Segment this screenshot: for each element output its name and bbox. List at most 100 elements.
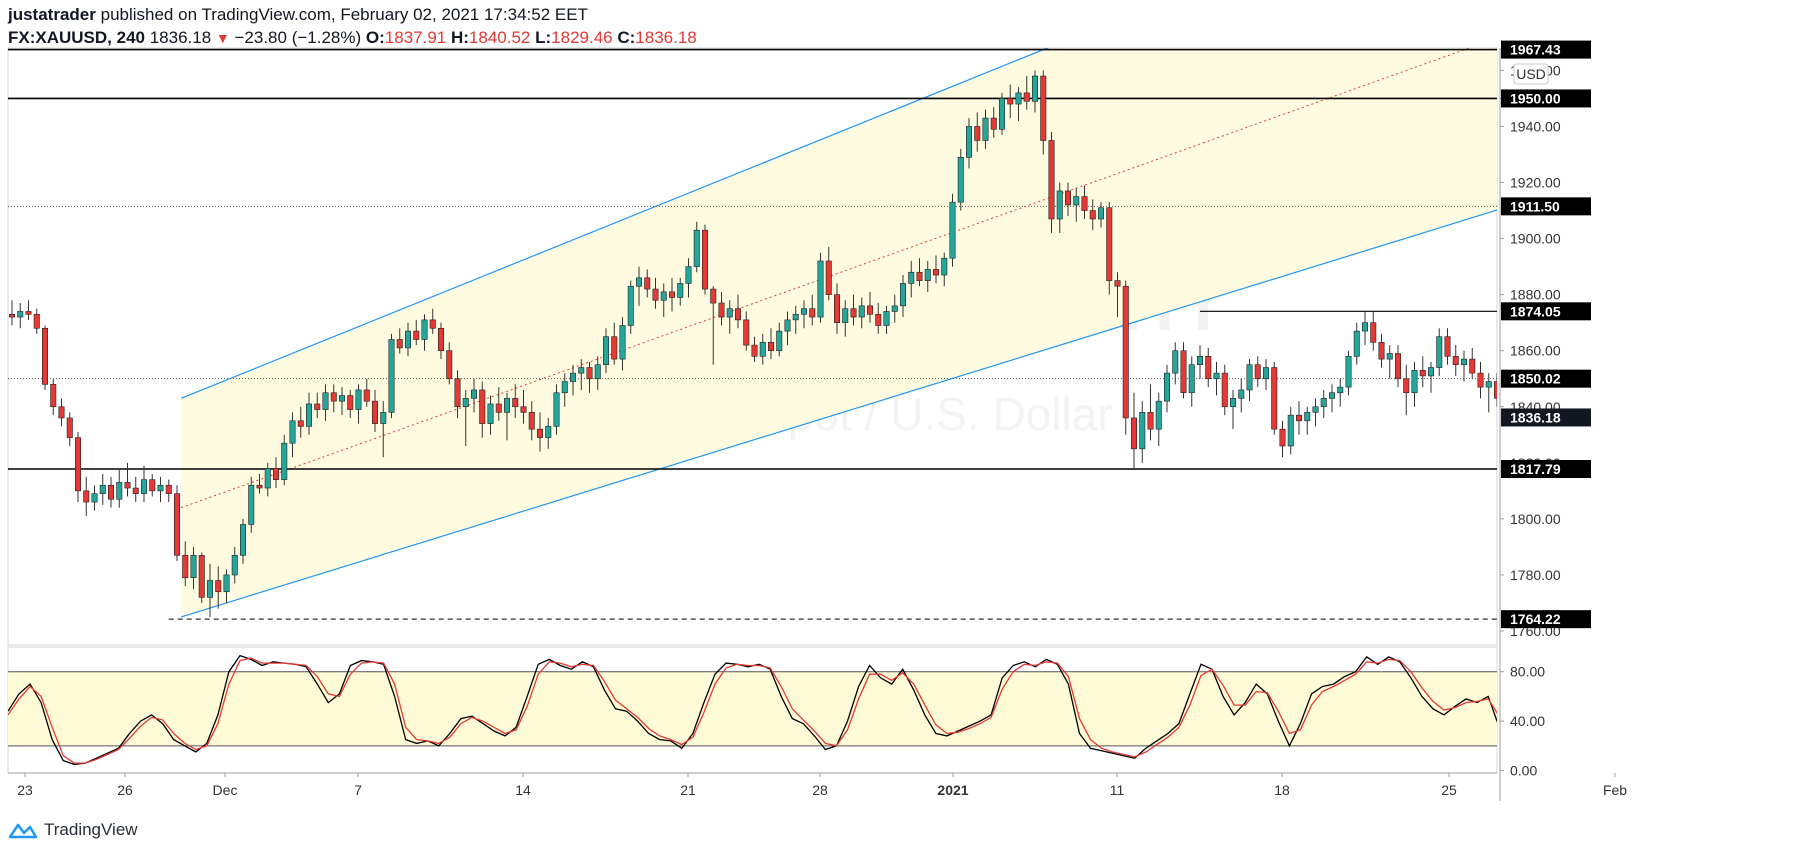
candle-body	[1618, 396, 1623, 418]
x-tick-label: 26	[117, 782, 133, 798]
candle-body	[297, 420, 304, 427]
candle	[429, 308, 436, 334]
candle-body	[545, 426, 552, 438]
candle-body	[767, 341, 774, 352]
candle	[347, 389, 354, 418]
footer-brand[interactable]: TradingView	[8, 820, 138, 840]
candle-body	[1428, 367, 1435, 377]
candle-body	[792, 313, 799, 321]
price-tag-bg	[1501, 302, 1591, 321]
candle-body	[1263, 367, 1270, 380]
candle-body	[116, 482, 123, 500]
candle	[223, 569, 230, 603]
candle-body	[1370, 322, 1377, 343]
price-tag-bg	[1501, 408, 1591, 427]
candle	[1106, 202, 1113, 295]
candle	[883, 305, 890, 334]
candle-body	[850, 308, 857, 318]
author-name[interactable]: justatrader	[8, 5, 96, 24]
candle	[1089, 199, 1096, 231]
candle	[149, 474, 156, 497]
candle-body	[1419, 370, 1426, 377]
candle-body	[677, 283, 684, 298]
candle	[800, 300, 807, 329]
price-tag: 1874.05	[1501, 302, 1591, 321]
candle	[1610, 345, 1615, 407]
candle-body	[1032, 75, 1039, 102]
x-tick-label: Feb	[1603, 782, 1627, 798]
candle-body	[495, 403, 502, 413]
candle-body	[355, 389, 362, 410]
candle	[1023, 76, 1030, 110]
candle-body	[446, 350, 453, 380]
oscillator-band	[8, 671, 1497, 746]
candle-body	[784, 319, 791, 332]
candle	[1172, 342, 1179, 385]
price-tag-label: 1911.50	[1510, 198, 1560, 214]
candle-body	[1114, 280, 1121, 287]
candle	[256, 474, 263, 494]
candle-body	[759, 341, 766, 357]
candle	[842, 300, 849, 337]
candle	[990, 106, 997, 138]
candle-body	[157, 484, 164, 492]
candle-body	[1345, 356, 1352, 388]
price-tag: 1967.43	[1501, 40, 1591, 59]
candle-body	[198, 555, 205, 598]
candle-body	[503, 398, 510, 413]
candle-body	[1337, 386, 1344, 394]
candle-body	[1304, 412, 1311, 422]
candle	[611, 322, 618, 365]
candle	[1485, 373, 1492, 413]
candle-body	[99, 484, 106, 494]
candle-body	[190, 555, 197, 579]
candle	[215, 566, 222, 609]
candle	[1403, 364, 1410, 416]
price-tag: 1850.02	[1501, 369, 1591, 388]
y-tick-label: 1780.00	[1510, 567, 1561, 583]
candle	[132, 476, 139, 503]
candle	[231, 546, 238, 584]
candle	[314, 392, 321, 418]
candle	[503, 392, 510, 441]
candle	[578, 359, 585, 390]
candle	[685, 258, 692, 298]
candle	[1585, 334, 1590, 373]
candle-body	[1329, 392, 1336, 399]
price-tag-bg	[1501, 89, 1591, 108]
price-tag: 1764.22	[1501, 610, 1591, 629]
price-tag-label: 1874.05	[1510, 303, 1561, 319]
candle-body	[215, 580, 222, 593]
x-tick-label: 11	[1110, 782, 1125, 798]
candle	[1040, 70, 1047, 155]
candle-body	[553, 392, 560, 427]
candle	[248, 476, 255, 533]
candle-body	[602, 336, 609, 366]
price-tag-label: 1850.02	[1510, 371, 1561, 387]
candle-body	[9, 313, 16, 318]
candle	[1155, 392, 1162, 446]
candle-body	[108, 484, 115, 500]
candle	[437, 322, 444, 360]
candle	[520, 389, 527, 424]
candle-body	[330, 392, 337, 402]
close-label: C:	[617, 28, 636, 47]
candle	[198, 552, 205, 603]
candle-body	[635, 277, 642, 287]
candle	[174, 485, 181, 561]
candle-body	[858, 305, 865, 318]
candle	[668, 277, 675, 312]
candle-body	[17, 311, 24, 318]
candle-body	[990, 117, 997, 130]
candle	[1131, 392, 1138, 469]
candle-body	[932, 269, 939, 276]
candle	[1452, 345, 1459, 376]
candle-body	[1296, 414, 1303, 422]
candle	[1428, 361, 1435, 393]
candle-body	[627, 285, 634, 326]
candle	[289, 412, 296, 458]
candle	[644, 269, 651, 298]
candle-body	[50, 384, 57, 408]
x-tick-label: 14	[515, 782, 531, 798]
